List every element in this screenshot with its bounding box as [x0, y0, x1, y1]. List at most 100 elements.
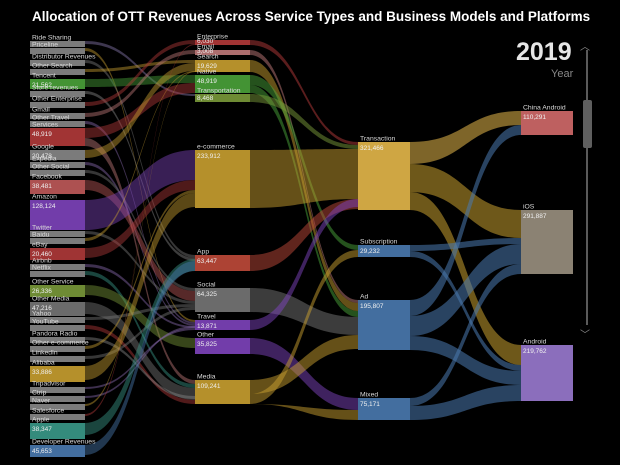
sankey-link [410, 385, 521, 420]
sankey-node-s24[interactable] [30, 337, 85, 343]
sankey-node-t1[interactable] [195, 50, 250, 55]
slider-up-icon[interactable]: ︿ [580, 42, 590, 53]
sankey-node-s18[interactable] [30, 264, 85, 270]
sankey-link [85, 83, 195, 138]
sankey-node-t5[interactable] [195, 150, 250, 208]
sankey-node-s6[interactable] [30, 102, 85, 108]
sankey-link [410, 192, 521, 365]
sankey-node-s4[interactable] [30, 79, 85, 89]
node-label-t5: e-commerce [197, 144, 235, 151]
node-value-t7: 64,325 [197, 291, 217, 298]
sankey-node-s26[interactable] [30, 356, 85, 362]
sankey-node-s14[interactable] [30, 200, 85, 230]
sankey-nodes [30, 40, 573, 457]
sankey-link [85, 63, 195, 158]
node-label-t6: App [197, 249, 209, 256]
node-label-s17: eBay [32, 242, 48, 249]
node-label-s6: Other Enterprise [32, 96, 82, 103]
sankey-node-t0[interactable] [195, 40, 250, 45]
node-label-s22: Yahoo [32, 311, 51, 318]
sankey-node-s10[interactable] [30, 150, 85, 160]
node-value-s9: 48,919 [32, 131, 52, 138]
sankey-node-p1[interactable] [521, 210, 573, 274]
sankey-node-s11[interactable] [30, 162, 85, 168]
sankey-node-t4[interactable] [195, 94, 250, 102]
sankey-node-s21[interactable] [30, 302, 85, 316]
node-value-s4: 21,562 [32, 82, 52, 89]
node-label-s23: YouTube [32, 319, 59, 326]
sankey-link [85, 337, 195, 399]
node-label-t2: Search [197, 54, 219, 61]
sankey-node-s1[interactable] [30, 48, 85, 54]
sankey-node-b1[interactable] [358, 245, 410, 257]
sankey-node-s3[interactable] [30, 69, 85, 75]
sankey-node-b3[interactable] [358, 398, 410, 420]
sankey-node-p0[interactable] [521, 111, 573, 135]
sankey-node-b2[interactable] [358, 300, 410, 350]
sankey-node-t9[interactable] [195, 338, 250, 354]
sankey-link [410, 238, 521, 251]
sankey-node-t6[interactable] [195, 255, 250, 271]
node-label-s20: Other Service [32, 279, 74, 286]
node-value-b3: 75,171 [360, 401, 380, 408]
node-value-s17: 20,460 [32, 251, 52, 258]
sankey-node-s2[interactable] [30, 60, 85, 66]
node-label-s11: Expedia [32, 156, 57, 163]
sankey-node-s13[interactable] [30, 180, 85, 194]
sankey-node-p2[interactable] [521, 345, 573, 401]
sankey-node-t10[interactable] [195, 380, 250, 404]
sankey-node-s30[interactable] [30, 404, 85, 410]
sankey-node-t8[interactable] [195, 320, 250, 330]
node-value-t6: 63,447 [197, 258, 217, 265]
sankey-link [85, 193, 195, 380]
sankey-link [85, 326, 195, 398]
node-label-s15: Twitter [32, 225, 53, 232]
sankey-node-s7[interactable] [30, 113, 85, 119]
node-label-s28: Tripadvisor [32, 381, 66, 388]
sankey-link [410, 125, 521, 316]
sankey-link [250, 149, 358, 208]
sankey-node-s29[interactable] [30, 396, 85, 402]
sankey-node-s19[interactable] [30, 271, 85, 277]
sankey-node-s31[interactable] [30, 414, 85, 420]
year-slider-track[interactable] [586, 50, 588, 325]
sankey-node-s33[interactable] [30, 445, 85, 457]
sankey-node-s8[interactable] [30, 121, 85, 127]
node-label-t8: Travel [197, 314, 216, 321]
sankey-node-s16[interactable] [30, 238, 85, 244]
sankey-node-s12[interactable] [30, 170, 85, 176]
sankey-node-s9[interactable] [30, 128, 85, 146]
node-label-s27: Alibaba [32, 360, 55, 367]
sankey-link [85, 231, 195, 304]
sankey-node-t7[interactable] [195, 288, 250, 312]
sankey-node-s5[interactable] [30, 91, 85, 97]
node-value-t3: 48,919 [197, 78, 217, 85]
sankey-node-s20[interactable] [30, 285, 85, 297]
sankey-node-t3[interactable] [195, 75, 250, 93]
sankey-node-b0[interactable] [358, 142, 410, 210]
sankey-node-s25[interactable] [30, 346, 85, 352]
sankey-node-s23[interactable] [30, 325, 85, 331]
sankey-node-s15[interactable] [30, 231, 85, 237]
sankey-node-s28[interactable] [30, 387, 85, 393]
sankey-link [85, 40, 195, 106]
node-label-t3: Native [197, 69, 216, 76]
sankey-link [85, 60, 195, 72]
node-value-b2: 195,807 [360, 303, 384, 310]
sankey-node-s27[interactable] [30, 366, 85, 382]
node-value-s33: 45,653 [32, 448, 52, 455]
sankey-link [85, 325, 195, 404]
node-value-t5: 233,912 [197, 153, 221, 160]
year-slider-handle[interactable] [583, 100, 592, 148]
sankey-node-s0[interactable] [30, 41, 85, 47]
sankey-node-s32[interactable] [30, 423, 85, 439]
node-label-s5: Store revenues [32, 85, 79, 92]
node-value-p1: 291,887 [523, 213, 547, 220]
sankey-node-s22[interactable] [30, 317, 85, 323]
sankey-node-s17[interactable] [30, 248, 85, 260]
sankey-link [85, 190, 195, 349]
node-label-s2: Distributor Revenues [32, 54, 96, 61]
slider-down-icon[interactable]: ﹀ [580, 330, 590, 341]
sankey-node-t2[interactable] [195, 60, 250, 72]
